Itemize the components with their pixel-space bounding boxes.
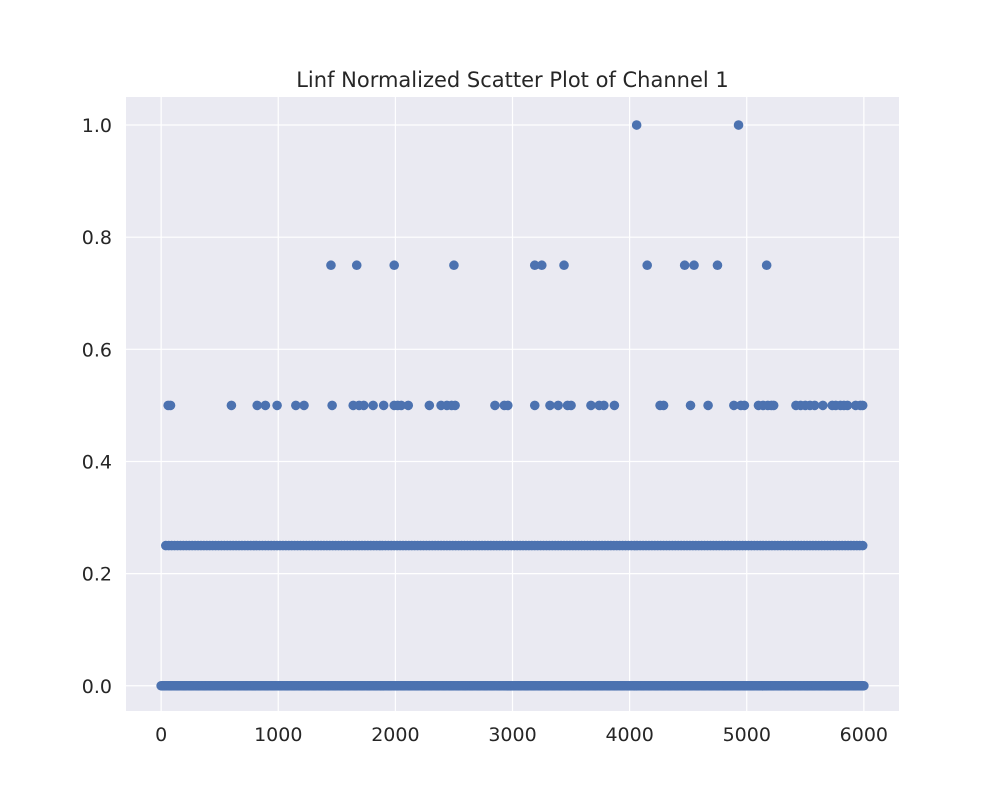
data-point: [658, 400, 669, 411]
data-point: [809, 400, 820, 411]
data-point: [424, 400, 435, 411]
x-tick-label: 6000: [840, 724, 888, 746]
data-point: [733, 120, 744, 130]
data-point: [165, 400, 176, 411]
data-point: [768, 400, 779, 411]
data-point: [368, 400, 378, 411]
data-point: [566, 400, 576, 411]
data-point: [559, 260, 569, 271]
chart-title: Linf Normalized Scatter Plot of Channel …: [296, 68, 729, 92]
data-point: [490, 400, 500, 411]
data-points: [156, 120, 869, 691]
y-tick-label: 0.4: [82, 451, 112, 473]
y-tick-label: 1.0: [82, 115, 112, 137]
data-point: [553, 400, 563, 411]
data-point: [857, 540, 868, 551]
y-tick-label: 0.6: [82, 339, 112, 361]
data-point: [503, 400, 513, 411]
data-point: [450, 400, 460, 411]
x-tick-label: 0: [155, 724, 167, 746]
data-point: [712, 260, 723, 271]
data-point: [449, 260, 459, 271]
data-point: [857, 400, 868, 411]
data-point: [326, 260, 336, 271]
data-point: [679, 260, 690, 271]
x-tick-label: 3000: [488, 724, 536, 746]
data-point: [631, 120, 642, 130]
data-point: [599, 400, 609, 411]
data-point: [272, 400, 282, 411]
y-tick-label: 0.0: [82, 676, 112, 698]
data-point: [703, 400, 713, 411]
data-point: [252, 400, 262, 411]
data-point: [327, 400, 337, 411]
data-point: [358, 400, 369, 411]
data-point: [739, 400, 750, 411]
data-point: [545, 400, 555, 411]
data-point: [299, 400, 309, 411]
y-tick-label: 0.8: [82, 227, 112, 249]
data-point: [351, 260, 362, 271]
x-tick-label: 5000: [723, 724, 771, 746]
data-point: [536, 260, 547, 271]
x-tick-label: 1000: [254, 724, 302, 746]
x-tick-label: 2000: [371, 724, 419, 746]
data-point: [378, 400, 389, 411]
data-point: [226, 400, 237, 411]
data-point: [403, 400, 414, 411]
x-tick-label: 4000: [605, 724, 653, 746]
data-point: [642, 260, 652, 271]
data-point: [818, 400, 828, 411]
data-point: [291, 400, 301, 411]
data-point: [529, 260, 540, 271]
data-point: [859, 680, 869, 691]
data-point: [529, 400, 540, 411]
data-point: [586, 400, 596, 411]
x-tick-labels: 0 1000 2000 3000 4000 5000 6000: [155, 724, 888, 746]
data-point: [761, 260, 772, 271]
data-point: [389, 260, 400, 271]
data-point: [685, 400, 696, 411]
data-point: [260, 400, 271, 411]
data-point: [842, 400, 853, 411]
data-point: [689, 260, 699, 271]
data-point: [729, 400, 739, 411]
y-tick-labels: 0.0 0.2 0.4 0.6 0.8 1.0: [82, 115, 112, 698]
y-tick-label: 0.2: [82, 564, 112, 586]
data-point: [396, 400, 407, 411]
data-point: [609, 400, 620, 411]
